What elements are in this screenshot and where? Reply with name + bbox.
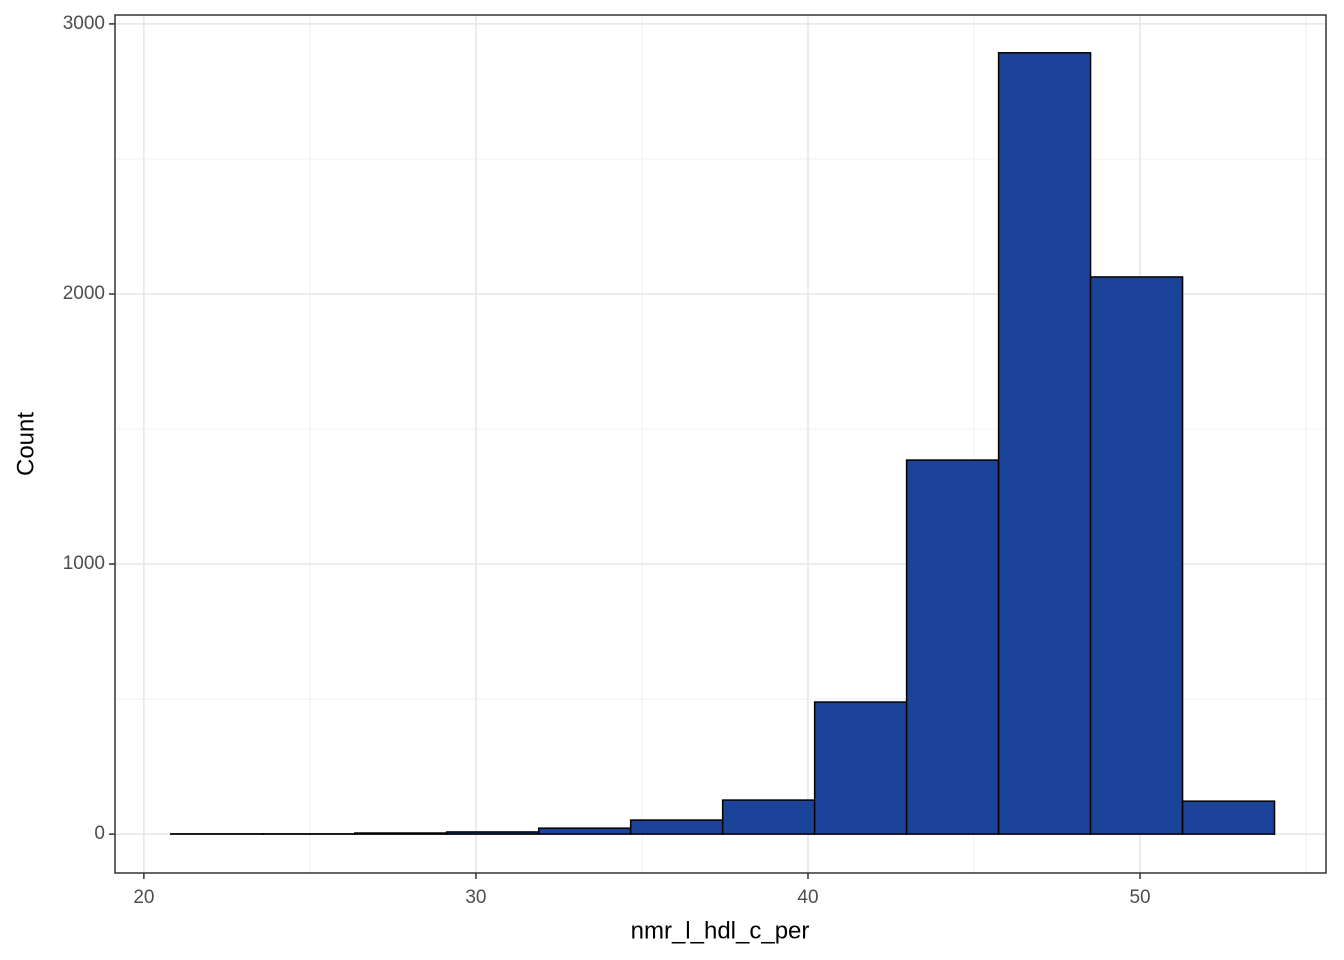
bar [1181,800,1276,835]
y-tick-label: 1000 [63,553,105,574]
bar [905,459,1000,835]
bar [721,799,816,835]
bar [629,819,724,835]
bar [813,701,908,835]
x-axis-title: nmr_l_hdl_c_per [631,917,810,944]
y-tick-label: 3000 [63,13,105,34]
bar [537,827,632,835]
x-tick-label: 40 [797,887,818,908]
x-tick-label: 30 [465,887,486,908]
x-tick-label: 50 [1129,887,1150,908]
bar [997,52,1092,835]
y-tick-label: 0 [94,823,105,844]
x-tick-label: 20 [133,887,154,908]
y-axis-title: Count [12,412,39,476]
y-tick-label: 2000 [63,283,105,304]
bar [353,832,448,835]
bar [445,831,540,835]
bar [1089,276,1184,835]
panel-border [114,14,1327,874]
